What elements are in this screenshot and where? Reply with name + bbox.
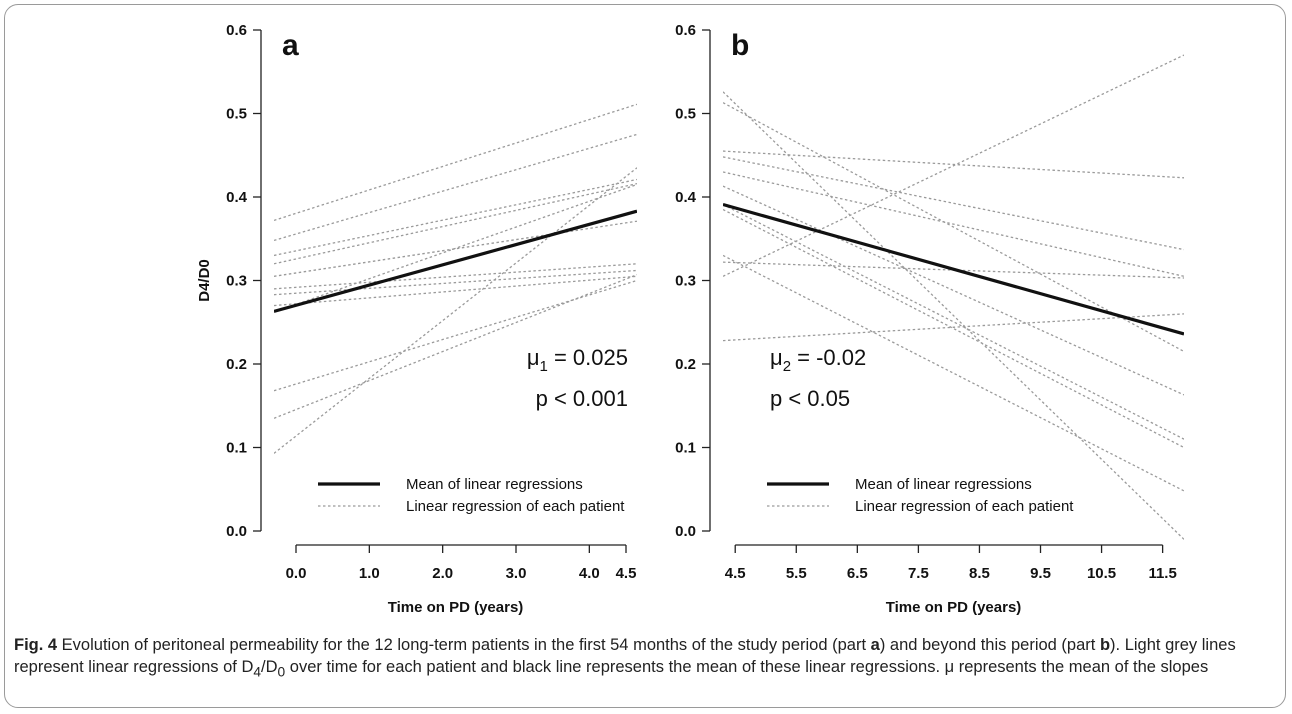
y-tick-label-a: 0.6 (226, 22, 247, 39)
chart-panel-a: 0.0 0.1 0.2 0.3 0.4 0.5 0.6 0.0 1.0 2.0 3.0 4.0 4.5 T… (196, 22, 637, 616)
patient-line-b-5 (723, 171, 1184, 277)
mu-value-b: = -0.02 (791, 345, 866, 370)
patient-line-a-9 (274, 183, 637, 313)
y-tick-label-b: 0.6 (675, 22, 696, 39)
legend-patient-label-a: Linear regression of each patient (406, 498, 625, 515)
plot-area-b (723, 54, 1184, 540)
annotation-p-b: p < 0.05 (770, 386, 850, 411)
annotation-mu-a: μ1 = 0.025 (527, 345, 628, 375)
legend-mean-label-a: Mean of linear regressions (406, 476, 583, 493)
x-tick-label-b: 8.5 (969, 565, 990, 582)
legend-mean-label-b: Mean of linear regressions (855, 476, 1032, 493)
panel-letter-a: a (282, 29, 299, 62)
figure-frame (4, 4, 1286, 708)
x-tick-label-a: 4.0 (579, 565, 600, 582)
y-tick-label-a: 0.0 (226, 523, 247, 540)
patient-line-a-11 (274, 274, 637, 419)
y-tick-label-b: 0.4 (675, 189, 697, 206)
patient-line-b-7 (723, 203, 1184, 440)
patient-line-a-5 (274, 220, 637, 277)
x-tick-label-a: 4.5 (616, 565, 637, 582)
figure-charts: 0.0 0.1 0.2 0.3 0.4 0.5 0.6 0.0 1.0 2.0 3.0 4.0 4.5 T… (196, 22, 1184, 616)
mu-symbol-b: μ (770, 345, 783, 370)
patient-line-a-6 (274, 263, 637, 290)
plot-area-a (274, 103, 637, 454)
mu-subscript-a: 1 (540, 358, 548, 375)
patient-line-b-4 (723, 156, 1184, 251)
patient-line-a-8 (274, 275, 637, 307)
patient-line-b-8 (723, 208, 1184, 449)
y-tick-label-a: 0.5 (226, 106, 247, 123)
y-tick-label-a: 0.4 (226, 189, 248, 206)
y-tick-label-b: 0.1 (675, 440, 696, 457)
panel-letter-b: b (731, 29, 749, 62)
patient-line-b-12 (723, 313, 1184, 342)
x-tick-label-b: 9.5 (1030, 565, 1051, 582)
caption-text-4: /D (261, 658, 278, 676)
mu-symbol-a: μ (527, 345, 540, 370)
y-tick-label-a: 0.1 (226, 440, 247, 457)
x-axis-title-a: Time on PD (years) (388, 599, 524, 616)
caption-text-2: ) and beyond this period (part (879, 636, 1100, 654)
x-tick-label-b: 11.5 (1148, 565, 1176, 582)
caption-part-a: a (870, 636, 880, 654)
x-tick-label-a: 3.0 (506, 565, 527, 582)
figure-caption: Fig. 4 Evolution of peritoneal permeabil… (14, 634, 1276, 683)
x-tick-label-a: 1.0 (359, 565, 380, 582)
x-tick-label-b: 5.5 (786, 565, 807, 582)
caption-label: Fig. 4 (14, 636, 58, 654)
x-tick-label-a: 0.0 (286, 565, 307, 582)
mean-line-a (274, 209, 637, 313)
y-tick-label-b: 0.3 (675, 273, 696, 290)
patient-line-a-7 (274, 269, 637, 296)
y-axis-title-a: D4/D0 (196, 259, 213, 302)
mean-line-b (723, 202, 1184, 336)
x-tick-label-b: 7.5 (908, 565, 929, 582)
x-axis-title-b: Time on PD (years) (886, 599, 1022, 616)
patient-line-b-9 (723, 254, 1184, 492)
x-tick-label-b: 4.5 (725, 565, 746, 582)
caption-text-1: Evolution of peritoneal permeability for… (57, 636, 871, 654)
y-tick-label-a: 0.3 (226, 273, 247, 290)
patient-line-a-12 (274, 167, 637, 454)
patient-line-a-3 (274, 178, 637, 257)
x-tick-label-b: 6.5 (847, 565, 868, 582)
mu-subscript-b: 2 (783, 358, 791, 375)
y-tick-label-a: 0.2 (226, 356, 247, 373)
caption-sub-0: 0 (277, 664, 286, 680)
patient-line-b-6 (723, 185, 1184, 396)
caption-part-b: b (1099, 636, 1111, 654)
caption-sub-4: 4 (253, 664, 262, 680)
y-tick-label-b: 0.0 (675, 523, 696, 540)
x-tick-label-a: 2.0 (432, 565, 453, 582)
annotation-p-a: p < 0.001 (536, 386, 628, 411)
patient-line-a-1 (274, 103, 637, 221)
chart-panel-b: 0.0 0.1 0.2 0.3 0.4 0.5 0.6 4.5 5.5 6.5 7.5 8.5 9.5 1… (675, 22, 1184, 616)
patient-line-b-3 (723, 150, 1184, 179)
annotation-mu-b: μ2 = -0.02 (770, 345, 866, 375)
caption-text-3: ). Light grey lines represent linear reg… (14, 636, 1236, 676)
mu-value-a: = 0.025 (548, 345, 628, 370)
caption-text-5: over time for each patient and black lin… (285, 658, 1209, 676)
y-tick-label-b: 0.5 (675, 106, 696, 123)
y-tick-label-b: 0.2 (675, 356, 696, 373)
x-tick-label-b: 10.5 (1087, 565, 1116, 582)
patient-line-b-1 (723, 91, 1184, 540)
patient-line-b-11 (723, 54, 1184, 277)
legend-patient-label-b: Linear regression of each patient (855, 498, 1074, 515)
patient-line-a-2 (274, 133, 637, 242)
patient-line-b-2 (723, 102, 1184, 353)
patient-line-a-4 (274, 183, 637, 265)
